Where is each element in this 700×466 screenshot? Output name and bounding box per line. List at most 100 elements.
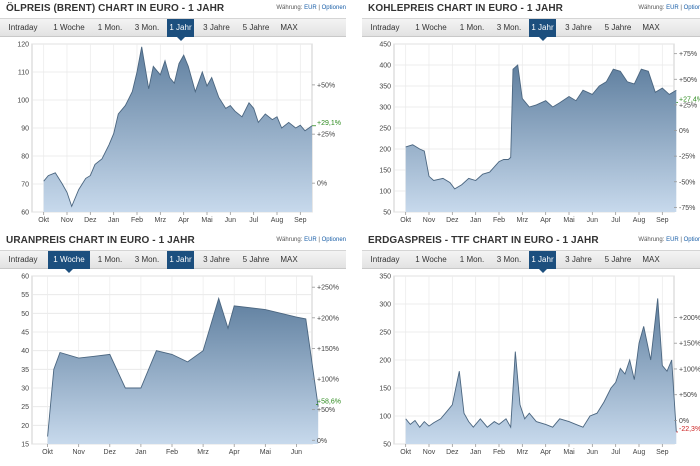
percent-tick-label: +150%	[317, 346, 339, 353]
gas-price-chart: 50 100 150 200 250 300 350 Okt Nov Dez Jan Feb Mrz Ap…	[379, 274, 700, 457]
percent-tick-label: 0%	[679, 128, 689, 135]
x-tick-label: Apr	[178, 217, 190, 224]
tab-1-jahr[interactable]: 1 Jahr	[167, 19, 194, 41]
tab-1-mon[interactable]: 1 Mon.	[97, 255, 123, 264]
currency-label: Währung:	[638, 237, 665, 243]
x-tick-label: Okt	[38, 217, 49, 224]
currency-link[interactable]: EUR	[666, 5, 679, 11]
panel-header: ÖLPREIS (BRENT) CHART IN EURO - 1 JAHR W…	[0, 0, 346, 16]
x-tick-label: Jan	[135, 449, 146, 456]
tab-intraday[interactable]: Intraday	[8, 255, 38, 264]
y-tick-label: 50	[21, 311, 29, 318]
x-tick-label: Jul	[611, 449, 620, 456]
price-line	[47, 296, 319, 437]
tab-1-mon[interactable]: 1 Mon.	[459, 255, 485, 264]
percent-tick-label: +250%	[317, 285, 339, 292]
tab-1-woche[interactable]: 1 Woche	[53, 23, 85, 32]
y-tick-label: 60	[21, 210, 29, 217]
currency-link[interactable]: EUR	[666, 237, 679, 243]
y-tick-label: 20	[21, 423, 29, 430]
tab-3-jahre[interactable]: 3 Jahre	[203, 23, 230, 32]
x-tick-label: Feb	[493, 217, 505, 224]
tab-3-mon[interactable]: 3 Mon.	[134, 23, 160, 32]
tab-intraday[interactable]: Intraday	[8, 23, 38, 32]
tab-intraday[interactable]: Intraday	[370, 23, 400, 32]
price-area	[405, 65, 677, 212]
tab-1-mon[interactable]: 1 Mon.	[459, 23, 485, 32]
x-tick-label: Jan	[470, 449, 481, 456]
x-tick-label: Mrz	[154, 217, 166, 224]
y-tick-label: 35	[21, 367, 29, 374]
y-tick-label: 60	[21, 274, 29, 281]
x-tick-label: Jan	[470, 217, 481, 224]
currency-link[interactable]: EUR	[304, 5, 317, 11]
tab-3-jahre[interactable]: 3 Jahre	[565, 23, 592, 32]
currency-selector: Währung: EUR | Optionen	[638, 5, 700, 11]
y-tick-label: 40	[21, 348, 29, 355]
currency-label: Währung:	[276, 237, 303, 243]
panel-title: ERDGASPREIS - TTF CHART IN EURO - 1 JAHR	[368, 235, 599, 246]
y-tick-label: 120	[17, 42, 29, 49]
tab-5-jahre[interactable]: 5 Jahre	[604, 23, 632, 32]
x-tick-label: Okt	[400, 449, 411, 456]
panel-title: ÖLPREIS (BRENT) CHART IN EURO - 1 JAHR	[6, 3, 225, 14]
tab-max[interactable]: MAX	[642, 255, 660, 264]
x-tick-label: Aug	[633, 217, 646, 224]
x-tick-label: Dez	[84, 217, 97, 224]
last-change-label: -22,3%	[679, 426, 700, 433]
y-tick-label: 80	[21, 154, 29, 161]
tab-max[interactable]: MAX	[642, 23, 660, 32]
y-tick-label: 200	[379, 147, 391, 154]
x-tick-label: Nov	[423, 217, 436, 224]
options-link[interactable]: Optionen	[321, 237, 346, 243]
options-link[interactable]: Optionen	[683, 5, 700, 11]
tab-5-jahre[interactable]: 5 Jahre	[604, 255, 632, 264]
panel-header: URANPREIS CHART IN EURO - 1 JAHR Währung…	[0, 232, 346, 248]
y-tick-label: 45	[21, 330, 29, 337]
timeframe-tabs: Intraday 1 Woche 1 Mon. 3 Mon. 1 Jahr 3 Jahre…	[362, 18, 700, 41]
tab-1-jahr[interactable]: 1 Jahr	[529, 19, 556, 41]
currency-link[interactable]: EUR	[304, 237, 317, 243]
x-tick-label: Apr	[229, 449, 241, 456]
tab-1-jahr[interactable]: 1 Jahr	[529, 251, 556, 273]
options-link[interactable]: Optionen	[321, 5, 346, 11]
tab-max[interactable]: MAX	[280, 255, 298, 264]
uranium-price-panel: URANPREIS CHART IN EURO - 1 JAHR Währung…	[0, 232, 346, 462]
last-change-label: +58,6%	[317, 398, 341, 405]
tab-3-mon[interactable]: 3 Mon.	[496, 23, 522, 32]
x-tick-label: Nov	[423, 449, 436, 456]
price-area	[43, 46, 313, 212]
y-tick-label: 25	[21, 404, 29, 411]
tab-1-mon[interactable]: 1 Mon.	[97, 23, 123, 32]
tab-3-jahre[interactable]: 3 Jahre	[203, 255, 230, 264]
timeframe-tabs: Intraday 1 Woche 1 Mon. 3 Mon. 1 Jahr 3 Jahre…	[0, 18, 346, 41]
gas-price-panel: ERDGASPREIS - TTF CHART IN EURO - 1 JAHR…	[362, 232, 700, 462]
y-tick-label: 100	[379, 414, 391, 421]
tab-1-woche[interactable]: 1 Woche	[48, 251, 90, 273]
tab-intraday[interactable]: Intraday	[370, 255, 400, 264]
x-tick-label: Aug	[633, 449, 646, 456]
tab-max[interactable]: MAX	[280, 23, 298, 32]
tab-3-jahre[interactable]: 3 Jahre	[565, 255, 592, 264]
tab-1-jahr[interactable]: 1 Jahr	[167, 251, 194, 269]
timeframe-tabs: Intraday 1 Woche 1 Mon. 3 Mon. 1 Jahr 3 Jahre…	[362, 250, 700, 273]
tab-5-jahre[interactable]: 5 Jahre	[242, 255, 270, 264]
tab-1-woche[interactable]: 1 Woche	[415, 23, 447, 32]
y-tick-label: 300	[379, 105, 391, 112]
x-tick-label: Feb	[166, 449, 178, 456]
x-tick-label: Feb	[493, 449, 505, 456]
tab-3-mon[interactable]: 3 Mon.	[496, 255, 522, 264]
percent-tick-label: +200%	[679, 315, 700, 322]
tab-1-woche[interactable]: 1 Woche	[415, 255, 447, 264]
uranium-price-chart: 15 20 25 30 35 40 45 50 55 60 Okt Nov Dez Jan Feb Mrz Ap…	[21, 274, 341, 457]
percent-tick-label: +200%	[317, 315, 339, 322]
x-tick-label: Okt	[400, 217, 411, 224]
x-tick-label: Jul	[611, 217, 620, 224]
x-tick-label: Apr	[540, 217, 552, 224]
y-tick-label: 350	[379, 274, 391, 281]
price-line	[405, 298, 677, 432]
tab-3-mon[interactable]: 3 Mon.	[134, 255, 160, 264]
percent-tick-label: 0%	[679, 418, 689, 425]
options-link[interactable]: Optionen	[683, 237, 700, 243]
tab-5-jahre[interactable]: 5 Jahre	[242, 23, 270, 32]
